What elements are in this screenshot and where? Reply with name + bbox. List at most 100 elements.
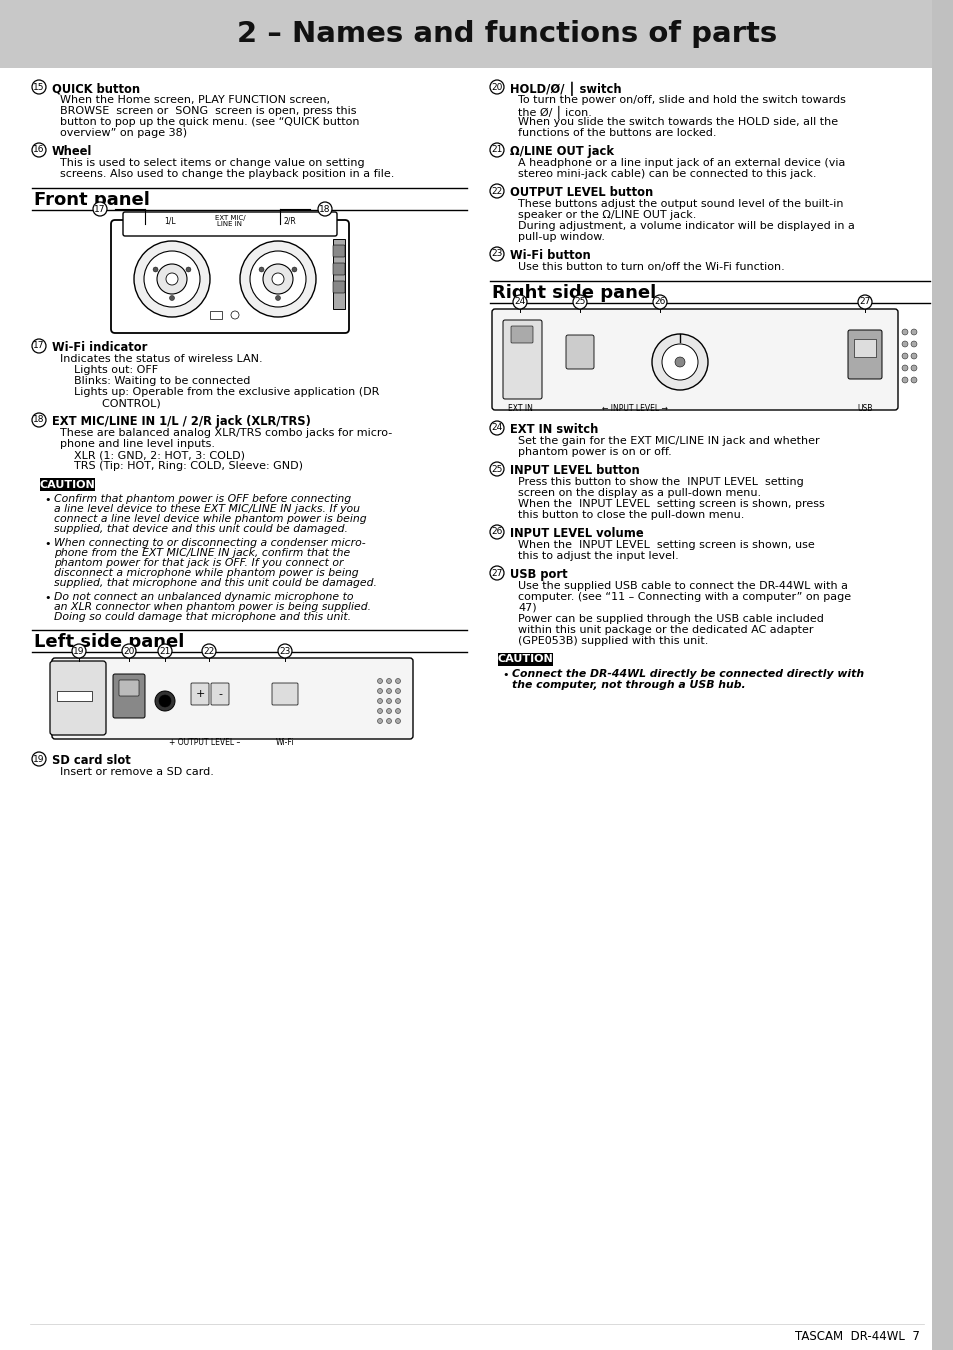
Text: 23: 23 bbox=[279, 647, 291, 656]
Circle shape bbox=[202, 644, 215, 657]
Text: screen on the display as a pull-down menu.: screen on the display as a pull-down men… bbox=[517, 487, 760, 498]
Circle shape bbox=[292, 267, 296, 271]
Text: When the  INPUT LEVEL  setting screen is shown, use: When the INPUT LEVEL setting screen is s… bbox=[517, 540, 814, 549]
Circle shape bbox=[377, 698, 382, 703]
Circle shape bbox=[377, 718, 382, 724]
Text: 26: 26 bbox=[654, 297, 665, 306]
Text: phantom power is on or off.: phantom power is on or off. bbox=[517, 447, 671, 458]
Text: 17: 17 bbox=[94, 204, 106, 213]
Text: -: - bbox=[218, 688, 222, 699]
Circle shape bbox=[272, 273, 284, 285]
Circle shape bbox=[573, 296, 586, 309]
Text: CAUTION: CAUTION bbox=[497, 655, 553, 664]
Circle shape bbox=[395, 679, 400, 683]
Circle shape bbox=[395, 718, 400, 724]
Circle shape bbox=[910, 352, 916, 359]
Text: When you slide the switch towards the HOLD side, all the: When you slide the switch towards the HO… bbox=[517, 117, 838, 127]
Text: Right side panel: Right side panel bbox=[492, 284, 656, 302]
Circle shape bbox=[490, 566, 503, 580]
Text: 2 – Names and functions of parts: 2 – Names and functions of parts bbox=[236, 20, 777, 49]
Text: functions of the buttons are locked.: functions of the buttons are locked. bbox=[517, 128, 716, 138]
Text: supplied, that device and this unit could be damaged.: supplied, that device and this unit coul… bbox=[54, 524, 348, 535]
Text: 27: 27 bbox=[859, 297, 870, 306]
Text: Press this button to show the  INPUT LEVEL  setting: Press this button to show the INPUT LEVE… bbox=[517, 477, 803, 487]
FancyBboxPatch shape bbox=[847, 329, 882, 379]
Text: phone and line level inputs.: phone and line level inputs. bbox=[60, 439, 214, 450]
Text: 22: 22 bbox=[491, 186, 502, 196]
FancyBboxPatch shape bbox=[497, 653, 553, 666]
Circle shape bbox=[317, 202, 332, 216]
Text: XLR (1: GND, 2: HOT, 3: COLD): XLR (1: GND, 2: HOT, 3: COLD) bbox=[60, 450, 245, 460]
Text: button to pop up the quick menu. (see “QUICK button: button to pop up the quick menu. (see “Q… bbox=[60, 117, 359, 127]
Text: Insert or remove a SD card.: Insert or remove a SD card. bbox=[60, 767, 213, 778]
Circle shape bbox=[275, 296, 280, 301]
Circle shape bbox=[92, 202, 107, 216]
Text: 21: 21 bbox=[491, 146, 502, 154]
FancyBboxPatch shape bbox=[57, 691, 91, 701]
Circle shape bbox=[32, 752, 46, 765]
Circle shape bbox=[490, 184, 503, 198]
Text: 18: 18 bbox=[33, 416, 45, 424]
Circle shape bbox=[158, 644, 172, 657]
Text: Set the gain for the EXT MIC/LINE IN jack and whether: Set the gain for the EXT MIC/LINE IN jac… bbox=[517, 436, 819, 446]
Text: 20: 20 bbox=[123, 647, 134, 656]
Text: 2/R: 2/R bbox=[283, 217, 296, 225]
Circle shape bbox=[857, 296, 871, 309]
Text: When the Home screen, PLAY FUNCTION screen,: When the Home screen, PLAY FUNCTION scre… bbox=[60, 95, 330, 105]
Circle shape bbox=[377, 709, 382, 714]
Circle shape bbox=[154, 691, 174, 711]
Circle shape bbox=[32, 143, 46, 157]
Text: EXT MIC/: EXT MIC/ bbox=[214, 215, 245, 221]
Text: 16: 16 bbox=[33, 146, 45, 154]
Text: 21: 21 bbox=[159, 647, 171, 656]
Circle shape bbox=[490, 462, 503, 477]
Circle shape bbox=[166, 273, 178, 285]
Text: BROWSE  screen or  SONG  screen is open, press this: BROWSE screen or SONG screen is open, pr… bbox=[60, 107, 356, 116]
Text: Do not connect an unbalanced dynamic microphone to: Do not connect an unbalanced dynamic mic… bbox=[54, 593, 354, 602]
Text: 22: 22 bbox=[203, 647, 214, 656]
Circle shape bbox=[186, 267, 191, 271]
Text: overview” on page 38): overview” on page 38) bbox=[60, 128, 187, 138]
FancyBboxPatch shape bbox=[333, 239, 345, 309]
FancyBboxPatch shape bbox=[0, 0, 953, 68]
Text: 19: 19 bbox=[33, 755, 45, 764]
Text: CONTROL): CONTROL) bbox=[60, 398, 161, 408]
Text: EXT MIC/LINE IN 1/L / 2/R jack (XLR/TRS): EXT MIC/LINE IN 1/L / 2/R jack (XLR/TRS) bbox=[52, 414, 311, 428]
Text: 27: 27 bbox=[491, 568, 502, 578]
Text: screens. Also used to change the playback position in a file.: screens. Also used to change the playbac… bbox=[60, 169, 394, 180]
Text: EXT IN switch: EXT IN switch bbox=[510, 423, 598, 436]
FancyBboxPatch shape bbox=[52, 657, 413, 738]
Circle shape bbox=[32, 413, 46, 427]
Text: stereo mini-jack cable) can be connected to this jack.: stereo mini-jack cable) can be connected… bbox=[517, 169, 816, 180]
Circle shape bbox=[901, 352, 907, 359]
Circle shape bbox=[152, 267, 158, 271]
Text: 20: 20 bbox=[491, 82, 502, 92]
Text: INPUT LEVEL volume: INPUT LEVEL volume bbox=[510, 526, 643, 540]
Text: 18: 18 bbox=[319, 204, 331, 213]
Text: 23: 23 bbox=[491, 250, 502, 258]
FancyBboxPatch shape bbox=[123, 212, 336, 236]
FancyBboxPatch shape bbox=[931, 0, 953, 1350]
Text: During adjustment, a volume indicator will be displayed in a: During adjustment, a volume indicator wi… bbox=[517, 221, 854, 231]
Circle shape bbox=[490, 525, 503, 539]
Text: speaker or the Ω/LINE OUT jack.: speaker or the Ω/LINE OUT jack. bbox=[517, 211, 696, 220]
Text: 25: 25 bbox=[491, 464, 502, 474]
Text: Connect the DR-44WL directly be connected directly with: Connect the DR-44WL directly be connecte… bbox=[512, 670, 863, 679]
Text: within this unit package or the dedicated AC adapter: within this unit package or the dedicate… bbox=[517, 625, 813, 634]
Circle shape bbox=[395, 688, 400, 694]
Text: this to adjust the input level.: this to adjust the input level. bbox=[517, 551, 678, 562]
Text: OUTPUT LEVEL button: OUTPUT LEVEL button bbox=[510, 186, 653, 198]
Text: Wi-Fi button: Wi-Fi button bbox=[510, 248, 590, 262]
Circle shape bbox=[910, 329, 916, 335]
Circle shape bbox=[386, 688, 391, 694]
Text: •: • bbox=[501, 670, 508, 680]
Text: •: • bbox=[44, 593, 51, 603]
Circle shape bbox=[144, 251, 200, 306]
Text: pull-up window.: pull-up window. bbox=[517, 232, 604, 242]
Text: 1/L: 1/L bbox=[164, 217, 175, 225]
Text: 24: 24 bbox=[514, 297, 525, 306]
Text: computer. (see “11 – Connecting with a computer” on page: computer. (see “11 – Connecting with a c… bbox=[517, 593, 850, 602]
Text: Use this button to turn on/off the Wi-Fi function.: Use this button to turn on/off the Wi-Fi… bbox=[517, 262, 784, 271]
Text: 17: 17 bbox=[33, 342, 45, 351]
FancyBboxPatch shape bbox=[333, 244, 345, 256]
